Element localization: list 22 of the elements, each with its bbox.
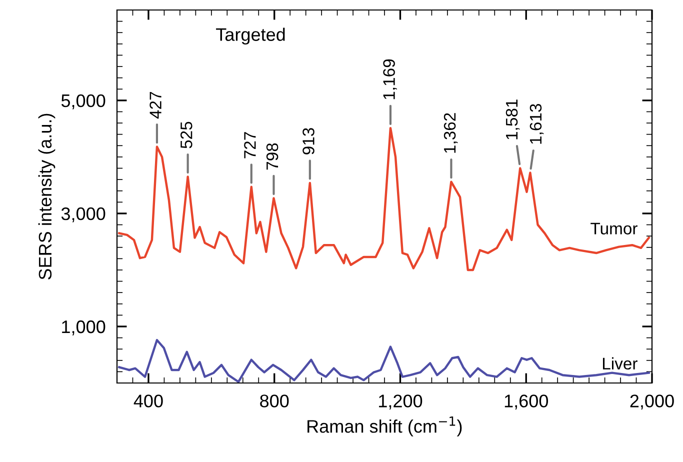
series-label: Tumor [590,222,638,234]
series-label: Liver [602,357,638,370]
y-tick-label: 3,000 [61,207,106,222]
x-tick-label: 800 [260,394,289,408]
text: Targeted [216,28,285,45]
annotation: 798 [266,143,278,170]
x-axis-title: Raman shift (cm$^{−1}$) [308,416,462,436]
annotation: 1,613 [530,104,544,144]
y-tick-label: 5,000 [61,94,106,110]
annotation: 913 [302,128,314,154]
annotation: 525 [180,122,192,148]
annotation: 427 [150,92,162,119]
y-axis-title: SERS intensity (a.u.) [38,114,56,280]
y-tick-label: 1,000 [62,320,106,336]
annotation: 1,169 [383,59,397,100]
annotation: 1,581 [506,100,520,140]
x-tick-label: 1,600 [504,394,548,410]
x-tick-label: 2,000 [630,394,674,410]
x-tick-label: 1,200 [379,394,422,410]
annotation: 727 [244,132,256,158]
x-tick-label: 400 [134,394,163,408]
annotation: 1,362 [444,113,458,153]
